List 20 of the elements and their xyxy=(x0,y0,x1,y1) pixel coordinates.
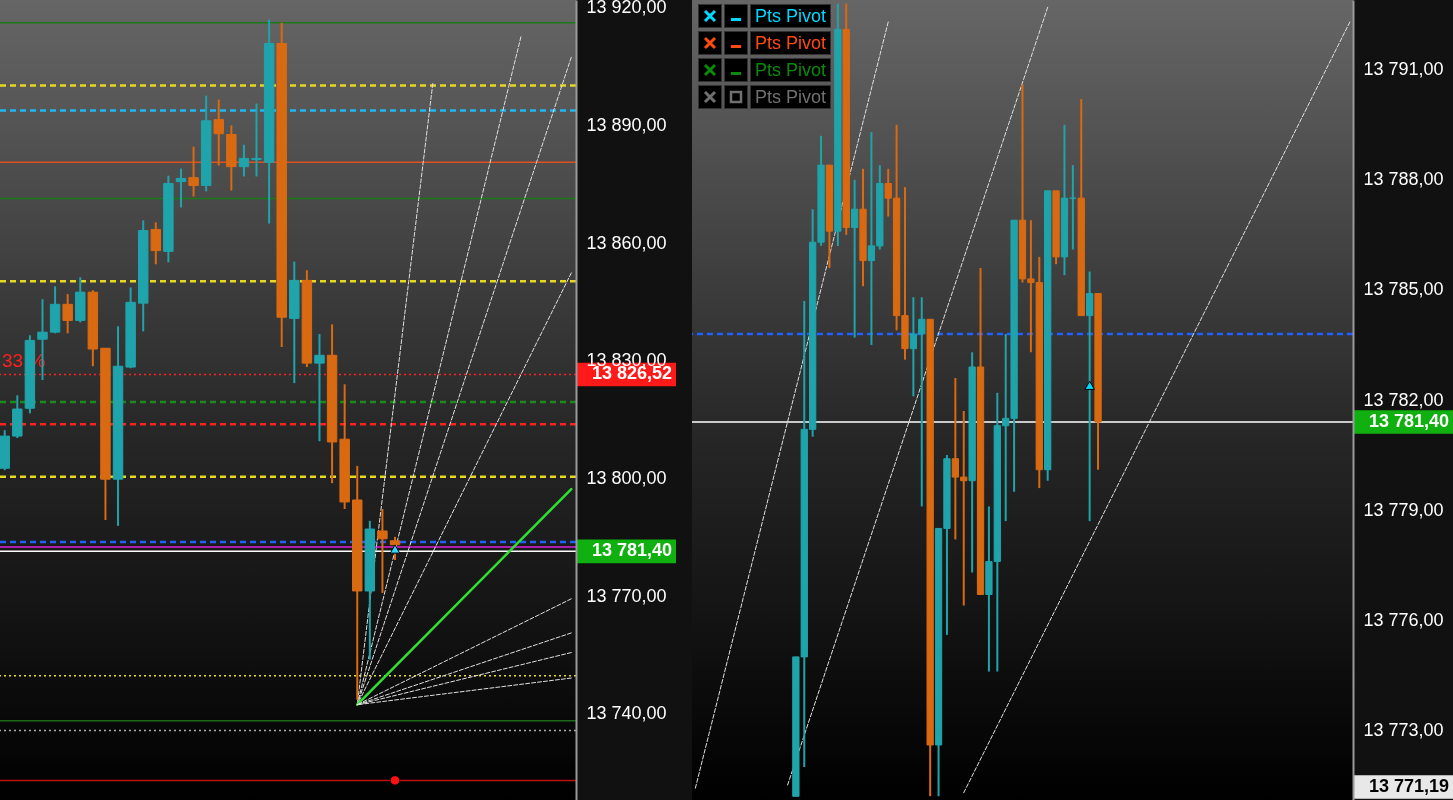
y-tick-label: 13 770,00 xyxy=(586,585,667,606)
y-tick-label: 13 773,00 xyxy=(1363,719,1444,740)
y-tick-label: 13 791,00 xyxy=(1363,59,1444,80)
legend-label: Pts Pivot xyxy=(750,58,832,82)
y-tick-label: 13 779,00 xyxy=(1363,499,1444,520)
legend-label: Pts Pivot xyxy=(750,4,832,28)
y-tick-label: 13 800,00 xyxy=(586,467,667,488)
y-tick-label: 13 785,00 xyxy=(1363,279,1444,300)
y-tick-label: 13 920,00 xyxy=(586,0,667,18)
ref-line-label: 13 781,40 xyxy=(591,540,673,561)
y-tick-label: 13 740,00 xyxy=(586,703,667,724)
y-tick-label: 13 782,00 xyxy=(1363,389,1444,410)
ref-line-label: 13 781,40 xyxy=(1368,411,1450,432)
y-tick-label: 13 890,00 xyxy=(586,114,667,135)
y-tick-label: 13 860,00 xyxy=(586,232,667,253)
legend-label: Pts Pivot xyxy=(750,31,832,55)
legend-label: Pts Pivot xyxy=(750,85,832,109)
text: 13 771,19 xyxy=(1368,776,1450,796)
y-tick-label: 13 776,00 xyxy=(1363,609,1444,630)
y-tick-label: 13 788,00 xyxy=(1363,169,1444,190)
